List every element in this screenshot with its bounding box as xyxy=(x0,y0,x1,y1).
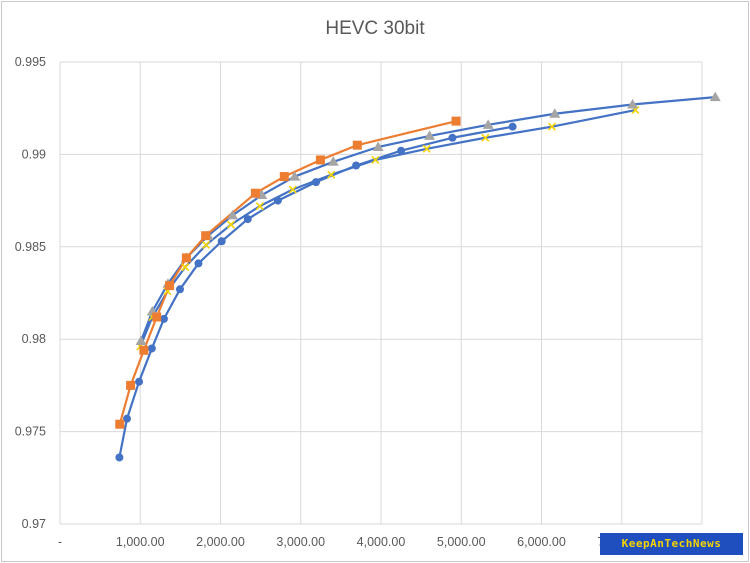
x-tick-label: 6,000.00 xyxy=(517,535,566,549)
y-tick-label: 0.995 xyxy=(15,55,46,69)
data-point-series-2 xyxy=(152,312,162,322)
data-point-series-2 xyxy=(315,155,325,165)
series-markers xyxy=(115,91,721,462)
data-point-series-1 xyxy=(448,133,457,142)
y-tick-label: 0.99 xyxy=(22,147,46,161)
data-point-series-2 xyxy=(165,281,175,291)
x-tick-label: - xyxy=(58,535,62,549)
data-point-series-3 xyxy=(372,141,384,152)
data-point-series-1 xyxy=(397,146,406,155)
data-point-series-1 xyxy=(194,259,203,268)
data-point-series-1 xyxy=(147,344,156,353)
data-point-series-4 xyxy=(181,263,190,272)
data-point-series-1 xyxy=(135,377,144,386)
data-point-series-1 xyxy=(217,237,226,246)
data-point-series-1 xyxy=(175,285,184,294)
data-point-series-2 xyxy=(181,253,191,263)
data-point-series-3 xyxy=(135,335,147,346)
y-tick-label: 0.98 xyxy=(22,332,46,346)
x-tick-label: 1,000.00 xyxy=(116,535,165,549)
data-point-series-4 xyxy=(371,155,380,165)
watermark-logo: KeepAnTechNews xyxy=(600,533,743,555)
gridlines xyxy=(59,61,703,525)
data-point-series-2 xyxy=(115,419,125,429)
data-point-series-3 xyxy=(424,130,436,140)
data-point-series-2 xyxy=(352,140,362,150)
data-point-series-1 xyxy=(115,453,124,462)
y-axis-tick-labels: 0.97 0.975 0.98 0.985 0.99 0.995 xyxy=(15,55,46,531)
x-tick-label: 2,000.00 xyxy=(196,535,245,549)
data-point-series-3 xyxy=(227,209,239,220)
x-tick-label: 4,000.00 xyxy=(357,535,406,549)
data-point-series-3 xyxy=(627,99,639,109)
y-tick-label: 0.975 xyxy=(15,425,46,439)
data-point-series-1 xyxy=(159,314,168,323)
y-tick-label: 0.985 xyxy=(15,240,46,254)
data-point-series-4 xyxy=(255,202,264,211)
data-point-series-2 xyxy=(279,172,289,182)
x-tick-label: 5,000.00 xyxy=(437,535,486,549)
data-point-series-1 xyxy=(273,196,282,205)
data-point-series-2 xyxy=(126,380,136,390)
y-tick-label: 0.97 xyxy=(22,517,46,531)
data-point-series-4 xyxy=(226,220,235,229)
data-point-series-1 xyxy=(123,414,132,423)
chart-title: HEVC 30bit xyxy=(325,18,425,39)
data-point-series-2 xyxy=(451,116,461,126)
data-point-series-3 xyxy=(482,119,494,129)
data-point-series-4 xyxy=(327,170,336,179)
data-point-series-4 xyxy=(288,185,297,194)
data-point-series-1 xyxy=(243,215,252,224)
data-point-series-3 xyxy=(289,171,301,181)
data-point-series-4 xyxy=(201,240,211,250)
x-tick-label: 3,000.00 xyxy=(276,535,325,549)
data-point-series-4 xyxy=(547,122,556,131)
series-lines xyxy=(118,96,716,458)
data-point-series-1 xyxy=(311,178,320,187)
data-point-series-4 xyxy=(422,144,431,153)
data-point-series-1 xyxy=(508,122,517,131)
data-point-series-1 xyxy=(352,161,361,170)
data-point-series-3 xyxy=(327,156,339,166)
data-point-series-2 xyxy=(250,188,260,198)
data-point-series-3 xyxy=(709,91,721,102)
data-point-series-2 xyxy=(139,345,149,355)
data-point-series-3 xyxy=(549,108,561,118)
data-point-series-4 xyxy=(481,133,490,142)
data-point-series-2 xyxy=(201,231,211,241)
series-line-2 xyxy=(118,120,457,425)
